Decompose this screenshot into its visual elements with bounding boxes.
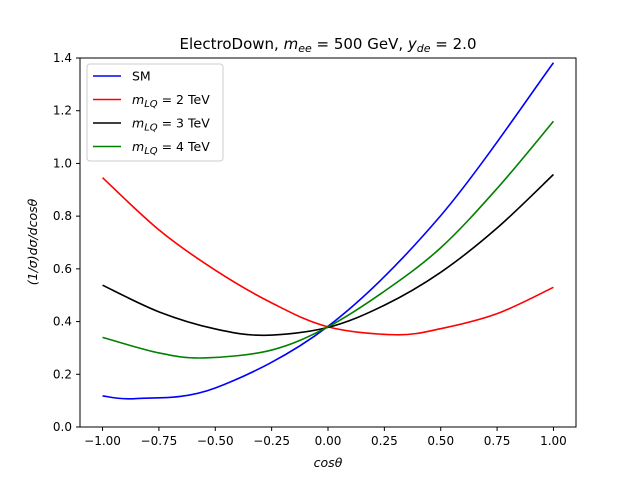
y-tick-label: 1.0: [53, 156, 72, 170]
plot-area: [79, 57, 577, 428]
chart-title: ElectroDown, mee = 500 GeV, yde = 2.0: [180, 35, 477, 55]
series-line-m-lq-3-tev: [102, 173, 555, 337]
x-tick-label: 0.50: [427, 434, 454, 448]
y-tick-label: 0.2: [53, 367, 72, 381]
x-tick-label: −0.25: [253, 434, 290, 448]
x-tick-label: −1.00: [84, 434, 121, 448]
y-tick-label: 0.6: [53, 262, 72, 276]
legend-label-m-lq-3-tev: mLQ = 3 TeV: [132, 116, 210, 134]
series-layer: [102, 62, 555, 400]
x-axis: −1.00 −0.75 −0.50 −0.25 0.00 0.25 0.50 0.75 1.00: [84, 427, 567, 448]
y-axis-label: (1/σ)dσ/dcosθ: [25, 198, 40, 285]
legend-box: [86, 63, 224, 162]
x-tick-label: −0.50: [197, 434, 234, 448]
y-tick-label: 1.2: [53, 104, 72, 118]
y-tick-label: 0.0: [53, 420, 72, 434]
series-line-m-lq-4-tev: [102, 120, 555, 359]
legend-label-m-lq-2-tev: mLQ = 2 TeV: [132, 92, 210, 110]
x-axis-label: cosθ: [314, 455, 343, 470]
x-tick-label: 1.00: [540, 434, 567, 448]
y-axis: 0.0 0.2 0.4 0.6 0.8 1.0 1.2 1.4: [53, 51, 80, 434]
legend-label-sm: SM: [132, 69, 151, 84]
x-tick-label: −0.75: [141, 434, 178, 448]
x-tick-label: 0.00: [315, 434, 342, 448]
legend-label-m-lq-4-tev: mLQ = 4 TeV: [132, 139, 210, 157]
legend: SM mLQ = 2 TeV mLQ = 3 TeV mLQ = 4 TeV: [86, 63, 224, 162]
x-tick-label: 0.25: [371, 434, 398, 448]
y-tick-label: 0.8: [53, 209, 72, 223]
x-tick-label: 0.75: [484, 434, 511, 448]
series-line-sm: [102, 62, 555, 400]
y-tick-label: 1.4: [53, 51, 72, 65]
y-tick-label: 0.4: [53, 315, 72, 329]
